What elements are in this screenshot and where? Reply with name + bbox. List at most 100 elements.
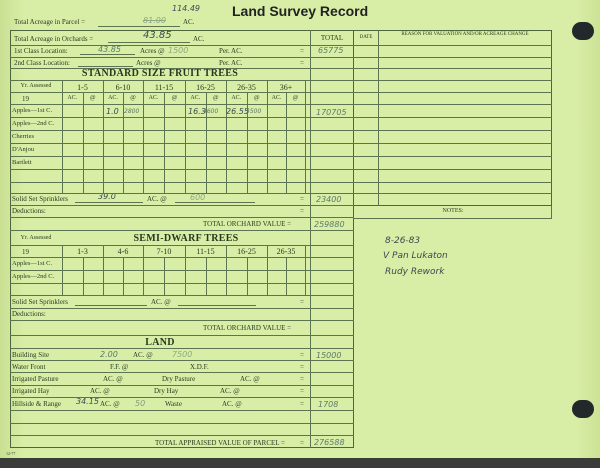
ac-at-label: AC. @ <box>100 400 120 408</box>
second-class-label: 2nd Class Location: <box>14 59 70 67</box>
parcel-label: Total Acreage in Parcel = <box>14 18 86 26</box>
rule <box>10 435 354 436</box>
semi-age-group-header: 26-35 <box>276 247 296 256</box>
apples1-26-35-rate: 3500 <box>246 108 262 115</box>
semi-total-label: TOTAL ORCHARD VALUE = <box>203 324 292 332</box>
orchards-value: 43.85 <box>143 30 172 41</box>
rule <box>10 169 354 170</box>
land-survey-form: Land Survey Record Total Acreage in Parc… <box>0 0 600 458</box>
rule <box>10 156 354 157</box>
first-class-label: 1st Class Location: <box>14 47 68 55</box>
rule <box>310 245 353 246</box>
sprinklers-label: Solid Set Sprinklers <box>12 195 69 203</box>
ac-col-header: AC. <box>190 95 201 101</box>
apples1-6-10-rate: 2800 <box>124 108 140 115</box>
semi-dwarf-heading: SEMI-DWARF TREES <box>133 233 239 244</box>
year-label: 19 <box>22 248 29 256</box>
deductions-label: Deductions: <box>12 207 46 215</box>
semi-age-group-header: 16-25 <box>237 247 256 256</box>
equals: = <box>300 387 304 395</box>
ac-at-label: AC. @ <box>222 400 242 408</box>
ac-at-label: AC. @ <box>133 351 153 359</box>
rule <box>10 270 354 271</box>
per-ac-label: Per. AC. <box>219 47 243 55</box>
rule <box>10 68 354 69</box>
rule <box>10 193 354 194</box>
semi-sprinklers-label: Solid Set Sprinklers <box>12 298 69 306</box>
at-col-header: @ <box>253 95 260 101</box>
rule <box>10 410 354 411</box>
equals: = <box>300 400 304 408</box>
rule <box>353 117 552 118</box>
sprinklers-rate: 600 <box>190 193 206 202</box>
hillside-label: Hillside & Range <box>12 400 61 408</box>
apples1-16-25-acres: 16.3 <box>188 107 206 116</box>
equals: = <box>300 195 304 203</box>
land-heading: LAND <box>145 337 175 348</box>
rule <box>353 143 552 144</box>
rule <box>10 283 354 284</box>
age-group-header: 26-35 <box>237 83 256 92</box>
grid-line <box>226 245 227 295</box>
rule <box>310 295 353 296</box>
fruit-row-label: D'Anjou <box>12 146 35 153</box>
binder-hole <box>572 22 594 40</box>
hillside-acres: 34.15 <box>76 397 99 406</box>
acres-at-label: Acres @ <box>136 59 161 67</box>
rule <box>10 45 354 46</box>
at-col-header: @ <box>89 95 96 101</box>
apples1-26-35-acres: 26.55 <box>226 107 249 116</box>
grid-line <box>305 80 306 193</box>
rule <box>310 257 353 258</box>
grid-line <box>62 80 63 193</box>
parcel-value-new: 114.49 <box>172 4 200 13</box>
rule <box>10 372 354 373</box>
irrigated-pasture-label: Irrigated Pasture <box>12 375 59 383</box>
rule <box>353 92 552 93</box>
ac-at-label: AC. @ <box>220 387 240 395</box>
ac-col-header: AC. <box>148 95 159 101</box>
xdf-label: X.D.F. <box>190 363 209 371</box>
building-total: 15000 <box>316 351 342 360</box>
yr-assessed-label: Yr. Assessed <box>20 235 52 241</box>
grid-line <box>206 257 207 295</box>
rule <box>353 193 552 194</box>
ac-label: AC. <box>193 35 205 43</box>
ac-col-header: AC. <box>108 95 118 101</box>
rule <box>353 182 552 183</box>
grid-line <box>286 257 287 295</box>
rule <box>310 308 353 309</box>
first-class-rate: 1500 <box>168 46 189 55</box>
note-date: 8-26-83 <box>385 236 421 246</box>
rule <box>10 230 354 231</box>
semi-row-label: Apples—1st C. <box>12 260 53 267</box>
ac-at-label: AC. @ <box>90 387 110 395</box>
rule <box>10 143 354 144</box>
rule <box>10 117 354 118</box>
semi-age-group-header: 1-3 <box>77 247 88 256</box>
at-col-header: @ <box>171 95 178 101</box>
grid-line <box>83 257 84 295</box>
rule <box>10 104 354 105</box>
per-ac-label: Per. AC. <box>219 59 243 67</box>
semi-row-label: Apples—2nd C. <box>12 273 55 280</box>
ac-at-label: AC. @ <box>103 375 123 383</box>
rule <box>10 320 354 321</box>
water-front-label: Water Front <box>12 363 46 371</box>
waste-label: Waste <box>165 400 182 408</box>
rule <box>10 80 354 81</box>
rule <box>10 257 354 258</box>
ac-col-header: AC. <box>67 95 78 101</box>
note-signature: Rudy Rework <box>385 267 445 277</box>
equals: = <box>300 375 304 383</box>
grid-line <box>286 92 287 193</box>
first-class-acres: 43.85 <box>98 45 121 54</box>
age-group-header: 1-5 <box>77 83 88 92</box>
grid-line <box>103 245 104 295</box>
rule <box>10 182 354 183</box>
grid-line <box>185 80 186 193</box>
acres-at-label: Acres @ <box>140 47 165 55</box>
fruit-row-label: Cherries <box>12 133 35 140</box>
rule <box>310 230 353 231</box>
total-orchard-value: 259880 <box>314 220 345 229</box>
